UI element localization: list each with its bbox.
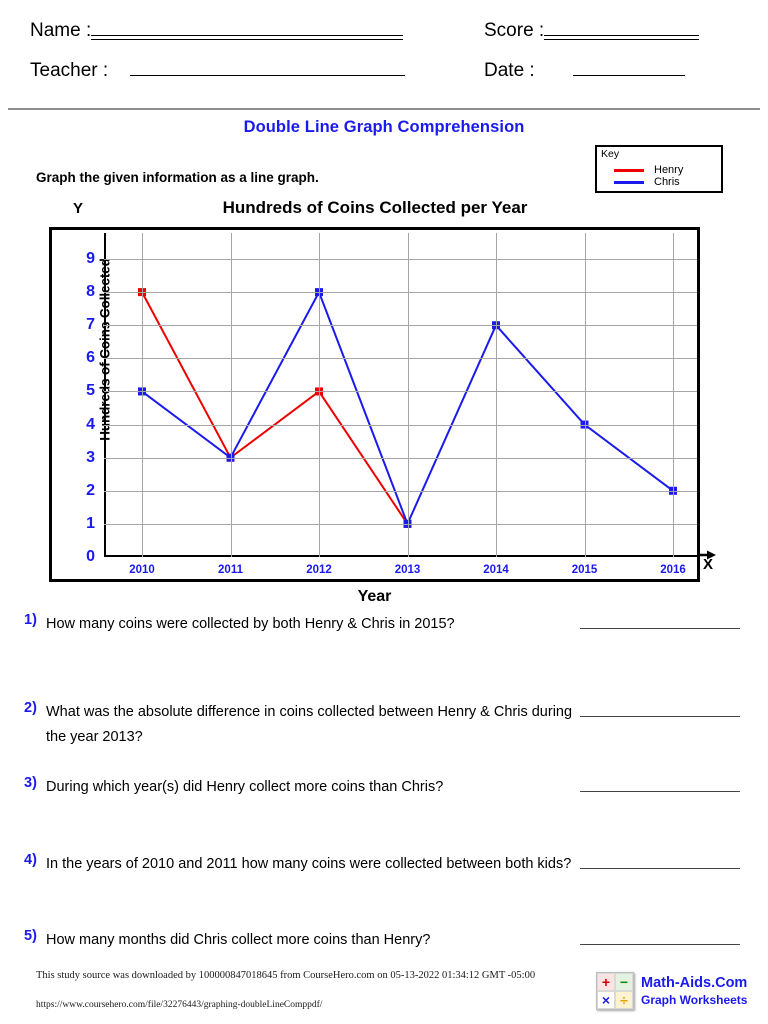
series-line-henry — [141, 291, 409, 525]
math-aids-logo-icon: + − × ÷ — [596, 972, 634, 1010]
teacher-blank[interactable] — [108, 74, 406, 76]
question-text: What was the absolute difference in coin… — [46, 704, 573, 745]
gridline-horizontal — [104, 490, 697, 492]
y-axis-tick-label: 0 — [86, 548, 95, 565]
question-text: During which year(s) did Henry collect m… — [46, 779, 444, 795]
teacher-label: Teacher : — [30, 60, 109, 81]
question-number: 5) — [24, 928, 37, 944]
page-title: Double Line Graph Comprehension — [243, 118, 525, 136]
y-axis-tick-label: 6 — [86, 349, 95, 367]
x-axis-tick-label: 2012 — [306, 564, 332, 576]
name-rule-bottom — [91, 38, 404, 40]
chart-title: Hundreds of Coins Collected per Year — [222, 198, 528, 217]
gridline-vertical — [319, 233, 320, 557]
y-axis-tick-label: 1 — [86, 514, 95, 532]
gridline-horizontal — [104, 358, 697, 360]
date-blank[interactable] — [535, 74, 685, 76]
date-rule — [572, 74, 685, 76]
gridline-vertical — [673, 233, 674, 557]
gridline-vertical — [230, 233, 232, 557]
gridline-horizontal — [104, 424, 697, 426]
date-label: Date : — [484, 60, 535, 81]
legend-label-henry: Henry — [654, 164, 684, 176]
worksheet-header: Name : Score : Teacher : Date : — [0, 0, 768, 110]
x-axis-tick-label: 2013 — [394, 564, 421, 576]
gridline-vertical — [584, 233, 586, 557]
question-number: 3) — [24, 775, 37, 791]
answer-blank[interactable] — [580, 716, 740, 717]
question-number: 4) — [24, 852, 37, 868]
logo-operator-cell: × — [597, 991, 615, 1009]
x-axis-tick-label: 2010 — [129, 564, 155, 576]
legend-item-chris: Chris — [614, 177, 680, 188]
x-axis-line — [104, 555, 697, 557]
legend-key-box: Key Henry Chris — [595, 145, 723, 193]
y-axis-tick-label: 4 — [86, 415, 95, 433]
logo-operator-cell: ÷ — [615, 991, 633, 1009]
brand-name: Math-Aids.Com — [641, 975, 748, 991]
name-label: Name : — [30, 20, 92, 41]
score-label: Score : — [484, 20, 545, 41]
teacher-row: Teacher : — [30, 60, 406, 82]
name-rule-top — [91, 34, 404, 36]
teacher-rule — [130, 74, 406, 76]
coursehero-download-notice: This study source was downloaded by 1000… — [36, 970, 536, 981]
y-axis-tick-label: 3 — [86, 448, 95, 466]
y-axis-letter: Y — [73, 200, 84, 217]
y-axis-tick-label: 2 — [86, 481, 95, 499]
gridline-vertical — [142, 233, 143, 557]
coursehero-url: https://www.coursehero.com/file/32276443… — [36, 1000, 323, 1010]
brand-subtitle: Graph Worksheets — [641, 993, 748, 1007]
answer-blank[interactable] — [580, 628, 740, 629]
x-axis-tick-label: 2011 — [218, 564, 243, 576]
legend-label-chris: Chris — [654, 176, 680, 188]
chart-frame: Hundreds of Coins Collected 0 1 2 3 4 5 6 7 8 9 20… — [49, 227, 700, 582]
name-row: Name : — [30, 20, 404, 42]
y-axis-line — [104, 233, 106, 557]
x-axis-tick-label: 2016 — [660, 564, 686, 576]
brand-text: Math-Aids.Com Graph Worksheets — [641, 974, 747, 1008]
question-text: How many months did Chris collect more c… — [46, 932, 431, 948]
question-text: How many coins were collected by both He… — [46, 616, 455, 632]
legend-swatch-henry — [614, 169, 644, 172]
logo-operator-cell: + — [597, 973, 615, 991]
x-axis-title: Year — [357, 588, 392, 605]
logo-operator-cell: − — [615, 973, 633, 991]
plot-area: 0 1 2 3 4 5 6 7 8 9 2010 2011 2012 2013 2014 2015 2016 — [86, 233, 697, 576]
date-row: Date : — [484, 60, 685, 82]
y-axis-tick-label: 5 — [86, 382, 95, 400]
gridline-vertical — [496, 233, 497, 557]
question-text: In the years of 2010 and 2011 how many c… — [46, 856, 572, 872]
header-divider — [8, 108, 760, 110]
answer-blank[interactable] — [580, 944, 740, 945]
answer-blank[interactable] — [580, 791, 740, 792]
legend-swatch-chris — [614, 181, 644, 184]
y-axis-tick-label: 7 — [86, 316, 95, 334]
x-axis-tick-label: 2014 — [483, 564, 509, 576]
gridline-horizontal — [104, 391, 697, 393]
legend-item-henry: Henry — [614, 165, 683, 176]
score-row: Score : — [484, 20, 700, 42]
instruction-text: Graph the given information as a line gr… — [36, 170, 319, 185]
x-axis-tick-label: 2015 — [571, 564, 598, 576]
name-blank[interactable] — [91, 34, 404, 40]
series-lines — [138, 288, 677, 528]
gridline-horizontal — [104, 259, 697, 260]
y-axis-tick-label: 9 — [86, 250, 95, 267]
question-number: 1) — [24, 612, 37, 628]
answer-blank[interactable] — [580, 868, 740, 869]
math-aids-brand[interactable]: + − × ÷ Math-Aids.Com Graph Worksheets — [596, 972, 747, 1010]
y-axis-tick-label: 8 — [86, 283, 95, 301]
question-number: 2) — [24, 700, 37, 716]
gridline-horizontal — [104, 523, 697, 525]
legend-title: Key — [601, 148, 620, 160]
score-rule-top — [544, 34, 700, 36]
score-blank[interactable] — [544, 34, 700, 40]
x-axis-letter: X — [703, 556, 714, 573]
gridline-horizontal — [104, 292, 697, 294]
gridline-horizontal — [104, 457, 697, 459]
gridline-vertical — [407, 233, 409, 557]
score-rule-bottom — [544, 38, 700, 40]
gridline-horizontal — [104, 325, 697, 327]
